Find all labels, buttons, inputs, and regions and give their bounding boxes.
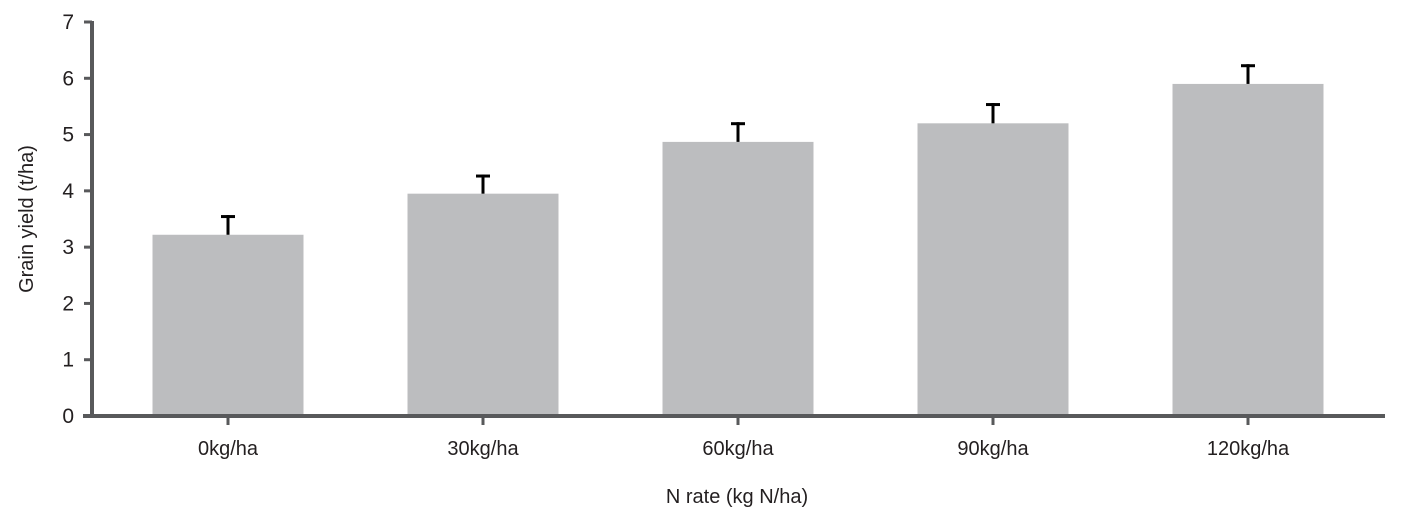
- y-tick-label: 2: [62, 292, 74, 315]
- x-tick-labels: 0kg/ha 30kg/ha 60kg/ha 90kg/ha 120kg/ha: [198, 438, 1290, 460]
- y-axis-label: Grain yield (t/ha): [16, 145, 38, 293]
- bar-0: [152, 234, 304, 416]
- y-tick-label: 1: [62, 349, 74, 372]
- bars: [152, 83, 1324, 417]
- y-tick-label: 3: [62, 236, 74, 259]
- y-tick-labels: 0 1 2 3 4 5 6 7: [62, 11, 74, 428]
- y-tick-label: 6: [62, 67, 74, 90]
- bar-3: [917, 123, 1069, 417]
- x-tick-label: 120kg/ha: [1207, 438, 1290, 460]
- axes: [83, 20, 1385, 425]
- x-tick-label: 30kg/ha: [447, 438, 519, 460]
- y-tick-label: 7: [62, 11, 74, 34]
- bar-1: [407, 193, 559, 416]
- x-tick-label: 90kg/ha: [957, 438, 1029, 460]
- bar-2: [662, 141, 814, 417]
- y-tick-label: 0: [62, 405, 74, 428]
- y-tick-label: 4: [62, 180, 74, 203]
- error-bars: [221, 64, 1255, 235]
- bar-4: [1172, 83, 1324, 417]
- x-tick-label: 0kg/ha: [198, 438, 259, 460]
- x-tick-label: 60kg/ha: [702, 438, 774, 460]
- x-axis-label: N rate (kg N/ha): [666, 486, 808, 508]
- y-tick-label: 5: [62, 124, 74, 147]
